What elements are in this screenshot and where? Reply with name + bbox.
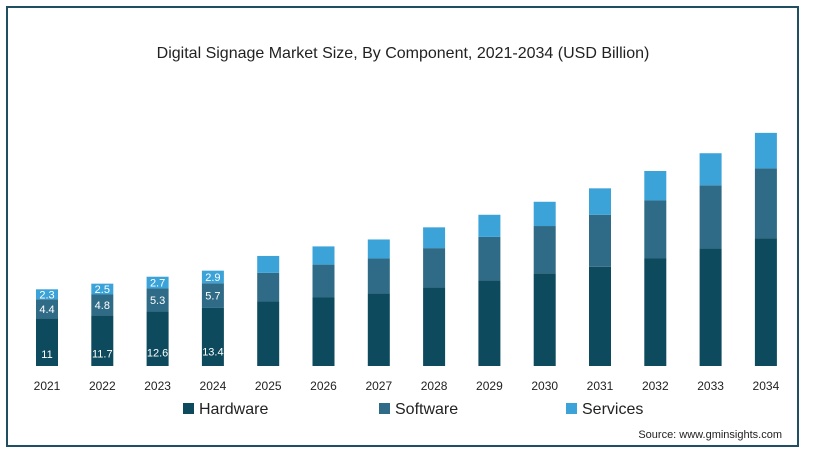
bar-hardware-2029 — [478, 280, 501, 366]
bar-services-2028 — [423, 227, 446, 249]
data-label-hardware-2021: 11 — [41, 349, 52, 361]
bar-software-2031 — [589, 214, 611, 267]
bar-services-2031 — [589, 188, 611, 215]
bar-services-2029 — [478, 214, 501, 237]
data-label-software-2022: 4.8 — [95, 300, 110, 312]
bar-software-2028 — [423, 248, 446, 288]
data-label-software-2023: 5.3 — [150, 295, 165, 307]
legend-item-software: Software — [379, 401, 458, 418]
data-label-software-2024: 5.7 — [205, 291, 220, 303]
bar-software-2033 — [699, 185, 722, 249]
bar-services-2032 — [644, 171, 667, 201]
bar-services-2024 — [201, 270, 224, 284]
bar-software-2034 — [754, 168, 777, 239]
legend-label-services: Services — [582, 401, 643, 418]
x-tick-2031: 2031 — [587, 379, 614, 393]
bar-hardware-2032 — [644, 258, 667, 366]
bar-software-2025 — [257, 272, 280, 302]
x-tick-2025: 2025 — [255, 379, 282, 393]
x-tick-2034: 2034 — [753, 379, 780, 393]
x-axis-ticks: 2021 2022 2023 2024 2025 2026 2027 2028 2029 2030… — [34, 379, 780, 393]
data-label-hardware-2024: 13.4 — [202, 346, 223, 358]
bar-hardware-2030 — [533, 273, 556, 366]
bar-hardware-2034 — [754, 238, 777, 366]
bar-software-2030 — [533, 226, 556, 274]
bar-services-2027 — [367, 239, 390, 259]
bar-software-2027 — [367, 258, 390, 294]
data-label-hardware-2023: 12.6 — [147, 347, 168, 359]
bar-services-2026 — [312, 246, 335, 265]
legend-swatch-services — [566, 403, 577, 414]
bar-services-2022 — [91, 283, 114, 295]
bar-software-2026 — [312, 264, 335, 298]
data-label-hardware-2022: 11.7 — [92, 348, 113, 360]
bar-software-2029 — [478, 236, 501, 281]
chart-frame — [6, 6, 799, 447]
legend-item-hardware: Hardware — [183, 401, 268, 418]
x-tick-2033: 2033 — [697, 379, 724, 393]
x-tick-2024: 2024 — [200, 379, 227, 393]
bar-hardware-2023 — [146, 311, 169, 366]
bar-services-2030 — [533, 201, 556, 227]
bar-hardware-2022 — [91, 315, 114, 366]
legend-label-hardware: Hardware — [199, 401, 268, 418]
legend-item-services: Services — [566, 401, 643, 418]
x-tick-2032: 2032 — [642, 379, 669, 393]
bar-services-2025 — [257, 255, 280, 273]
bar-software-2024 — [201, 283, 224, 308]
x-tick-2021: 2021 — [34, 379, 61, 393]
bar-hardware-2028 — [423, 287, 446, 366]
legend-swatch-software — [379, 403, 390, 414]
x-tick-2028: 2028 — [421, 379, 448, 393]
bar-hardware-2027 — [367, 293, 390, 366]
bar-services-2034 — [754, 132, 777, 169]
bar-services-2023 — [146, 276, 169, 289]
data-label-software-2021: 4.4 — [39, 304, 54, 316]
bar-services-2021 — [36, 289, 58, 300]
data-label-services-2023: 2.7 — [150, 278, 165, 290]
bar-hardware-2021 — [36, 318, 58, 366]
x-tick-2030: 2030 — [531, 379, 558, 393]
bar-software-2021 — [36, 299, 58, 319]
source-note: Source: www.gminsights.com — [638, 429, 782, 441]
data-label-services-2022: 2.5 — [95, 284, 110, 296]
chart-title: Digital Signage Market Size, By Componen… — [157, 45, 650, 62]
data-label-services-2021: 2.3 — [39, 289, 54, 301]
legend-label-software: Software — [395, 401, 458, 418]
bars-group: 11 4.4 2.3 11.7 4.8 2.5 12.6 5.3 2.7 13.4 5.7 2.9 — [36, 132, 777, 366]
bar-hardware-2024 — [201, 307, 224, 366]
x-tick-2023: 2023 — [144, 379, 171, 393]
x-tick-2029: 2029 — [476, 379, 503, 393]
bar-hardware-2026 — [312, 297, 335, 366]
data-label-services-2024: 2.9 — [205, 272, 220, 284]
x-tick-2027: 2027 — [365, 379, 392, 393]
x-tick-2022: 2022 — [89, 379, 116, 393]
legend-swatch-hardware — [183, 403, 194, 414]
bar-software-2022 — [91, 294, 114, 316]
legend: Hardware Software Services — [183, 401, 643, 418]
bar-services-2033 — [699, 153, 722, 186]
bar-hardware-2031 — [589, 266, 611, 366]
x-tick-2026: 2026 — [310, 379, 337, 393]
bar-hardware-2033 — [699, 248, 722, 366]
bar-software-2023 — [146, 288, 169, 312]
bar-hardware-2025 — [257, 301, 280, 366]
bar-software-2032 — [644, 200, 667, 259]
